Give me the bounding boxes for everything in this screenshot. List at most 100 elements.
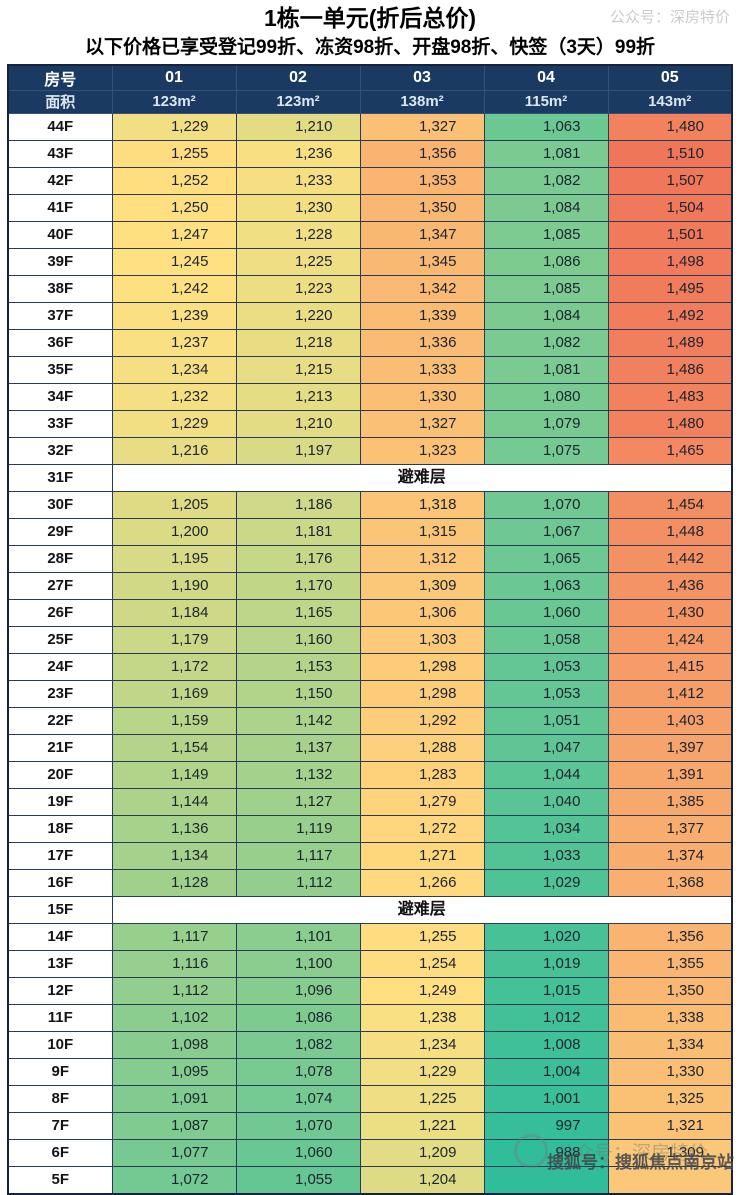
price-cell: 1,228 [235,220,361,249]
price-cell: 1,266 [359,868,485,897]
price-cell: 1,327 [359,112,485,141]
price-cell: 1,070 [235,1111,361,1140]
table-row: 43F 1,255 1,236 1,356 1,081 1,510 [7,139,733,168]
price-cell: 1,233 [235,166,361,195]
price-cell: 1,053 [483,652,609,681]
price-cell: 1,353 [359,166,485,195]
price-cell: 1,176 [235,544,361,573]
floor-cell: 23F [7,679,113,708]
price-cell: 1,230 [235,193,361,222]
table-row: 36F 1,237 1,218 1,336 1,082 1,489 [7,328,733,357]
floor-cell: 43F [7,139,113,168]
unit-column-header: 04 [483,64,609,91]
floor-cell: 24F [7,652,113,681]
table-row: 24F 1,172 1,153 1,298 1,053 1,415 [7,652,733,681]
price-cell: 1,321 [607,1111,733,1140]
table-row: 5F 1,072 1,055 1,204 [7,1165,733,1194]
price-cell: 1,436 [607,571,733,600]
price-cell: 1,210 [235,112,361,141]
price-cell: 1,245 [111,247,237,276]
price-cell: 1,334 [607,1030,733,1059]
table-row: 40F 1,247 1,228 1,347 1,085 1,501 [7,220,733,249]
price-cell: 1,220 [235,301,361,330]
price-cell: 1,040 [483,787,609,816]
price-cell: 1,077 [111,1138,237,1167]
floor-cell: 21F [7,733,113,762]
table-row: 7F 1,087 1,070 1,221 997 1,321 [7,1111,733,1140]
price-cell: 1,234 [359,1030,485,1059]
price-cell: 997 [483,1111,609,1140]
floor-cell: 37F [7,301,113,330]
price-cell: 1,507 [607,166,733,195]
price-cell: 1,242 [111,274,237,303]
price-cell: 1,084 [483,193,609,222]
price-cell: 1,498 [607,247,733,276]
price-cell: 1,087 [111,1111,237,1140]
price-cell: 1,271 [359,841,485,870]
price-cell: 1,195 [111,544,237,573]
price-cell: 1,403 [607,706,733,735]
floor-cell: 34F [7,382,113,411]
price-cell: 1,181 [235,517,361,546]
floor-cell: 8F [7,1084,113,1113]
price-cell: 1,377 [607,814,733,843]
price-cell: 1,200 [111,517,237,546]
price-cell: 1,336 [359,328,485,357]
price-cell: 1,412 [607,679,733,708]
refuge-floor-cell: 避难层 [111,895,733,924]
price-cell: 1,160 [235,625,361,654]
price-cell: 1,044 [483,760,609,789]
price-cell: 1,085 [483,274,609,303]
price-cell: 1,142 [235,706,361,735]
price-cell: 1,100 [235,949,361,978]
price-cell: 1,247 [111,220,237,249]
price-cell: 1,063 [483,112,609,141]
price-cell: 1,215 [235,355,361,384]
price-cell: 1,495 [607,274,733,303]
price-cell: 1,209 [359,1138,485,1167]
floor-cell: 7F [7,1111,113,1140]
price-cell: 1,190 [111,571,237,600]
price-cell: 1,119 [235,814,361,843]
table-row: 33F 1,229 1,210 1,327 1,079 1,480 [7,409,733,438]
price-cell: 1,144 [111,787,237,816]
price-cell: 1,204 [359,1165,485,1194]
price-cell: 1,298 [359,679,485,708]
price-cell: 1,134 [111,841,237,870]
price-cell: 1,081 [483,355,609,384]
discount-subtitle: 以下价格已享受登记99折、冻资98折、开盘98折、快签（3天）99折 [84,36,656,58]
price-cell: 1,232 [111,382,237,411]
price-cell: 1,347 [359,220,485,249]
price-cell: 1,333 [359,355,485,384]
price-cell: 1,053 [483,679,609,708]
price-cell: 1,186 [235,490,361,519]
price-cell: 1,213 [235,382,361,411]
price-cell: 1,015 [483,976,609,1005]
table-row: 28F 1,195 1,176 1,312 1,065 1,442 [7,544,733,573]
price-cell: 1,356 [359,139,485,168]
price-cell: 1,154 [111,733,237,762]
price-cell: 1,249 [359,976,485,1005]
price-cell: 1,223 [235,274,361,303]
price-cell: 1,323 [359,436,485,465]
price-cell: 1,079 [483,409,609,438]
price-cell: 1,350 [607,976,733,1005]
price-cell: 1,081 [483,139,609,168]
table-row: 38F 1,242 1,223 1,342 1,085 1,495 [7,274,733,303]
table-body: 44F 1,229 1,210 1,327 1,063 1,480 43F 1,255 1,23… [7,112,733,1194]
price-cell: 1,229 [111,409,237,438]
table-row: 30F 1,205 1,186 1,318 1,070 1,454 [7,490,733,519]
price-cell: 1,080 [483,382,609,411]
price-cell: 1,315 [359,517,485,546]
table-row: 11F 1,102 1,086 1,238 1,012 1,338 [7,1003,733,1032]
price-cell: 1,465 [607,436,733,465]
floor-cell: 15F [7,895,113,924]
table-row: 22F 1,159 1,142 1,292 1,051 1,403 [7,706,733,735]
header-row-areas: 面积 123m² 123m² 138m² 115m² 143m² [7,89,733,114]
price-cell: 1,424 [607,625,733,654]
price-cell: 1,091 [111,1084,237,1113]
area-column-header: 123m² [235,89,361,114]
price-cell: 1,298 [359,652,485,681]
price-cell: 1,153 [235,652,361,681]
price-cell: 1,159 [111,706,237,735]
